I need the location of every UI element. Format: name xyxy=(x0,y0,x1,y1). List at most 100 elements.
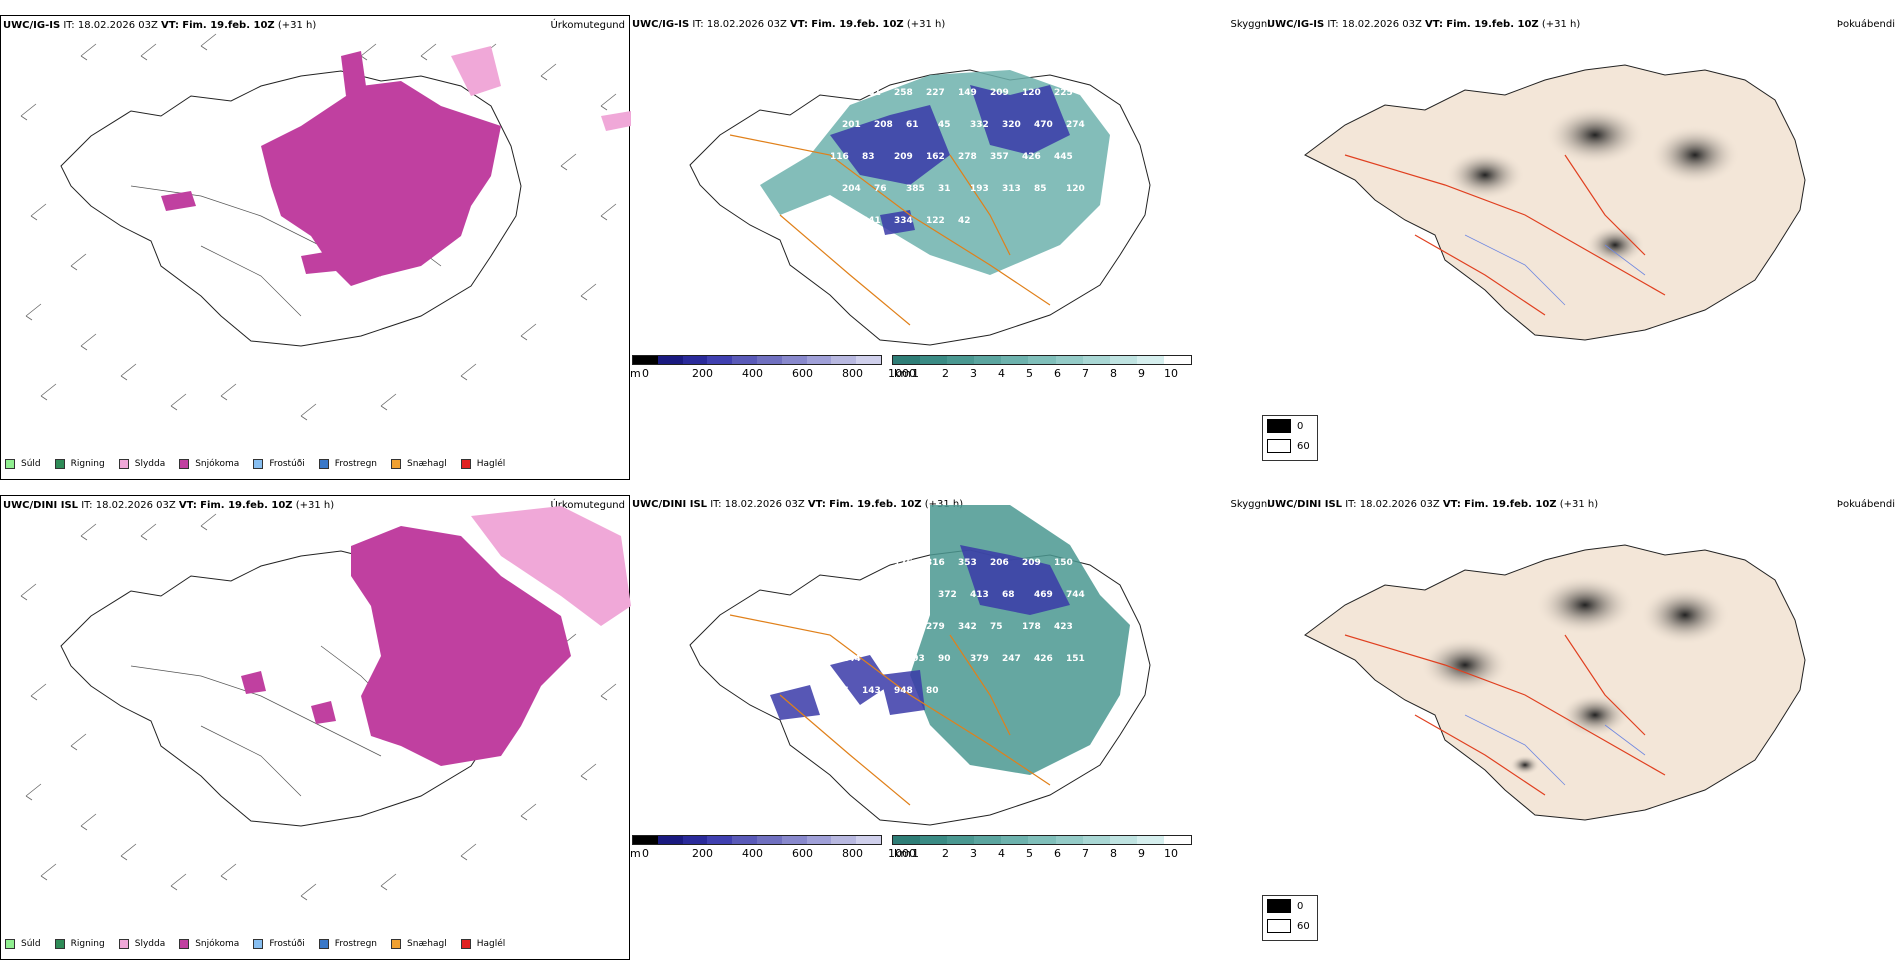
cloud-base-value: 353 xyxy=(958,558,977,568)
cloud-base-value: 313 xyxy=(1002,184,1021,194)
visibility-colorbar xyxy=(892,355,1192,365)
cloud-base-value: 162 xyxy=(926,152,945,162)
legend-item: Snæhagl xyxy=(391,939,447,949)
tick: 2 xyxy=(942,367,949,380)
cloud-base-value: 192 xyxy=(906,590,925,600)
cloud-base-value: 76 xyxy=(874,184,887,194)
tick: 8 xyxy=(1110,367,1117,380)
cloud-base-value: 68 xyxy=(1002,590,1015,600)
tick: 1000 xyxy=(888,847,916,860)
cloud-base-value: 332 xyxy=(970,120,989,130)
tick: 0 xyxy=(642,847,649,860)
fog-area xyxy=(1545,105,1645,165)
tick: 400 xyxy=(742,847,763,860)
cloud-base-value: 287 xyxy=(830,558,849,568)
fog-area xyxy=(1640,585,1730,645)
legend-item: Snæhagl xyxy=(391,459,447,469)
precip-map xyxy=(20,33,631,421)
rivers xyxy=(1464,234,1646,306)
cloud-base-value: 342 xyxy=(958,622,977,632)
panel-header: UWC/IG-IS IT: 18.02.2026 03Z VT: Fim. 19… xyxy=(3,20,316,31)
cloud-base-value: 149 xyxy=(958,88,977,98)
cloud-base-value: 120 xyxy=(1022,88,1041,98)
cloud-base-value: 201 xyxy=(842,120,861,130)
tick: 400 xyxy=(742,367,763,380)
cloud-base-value: 305 xyxy=(894,622,913,632)
tick: 3 xyxy=(970,367,977,380)
legend-item: Snjókoma xyxy=(179,459,239,469)
dewpoint-legend: 0 60 xyxy=(1262,895,1318,941)
cloud-base-value: 426 xyxy=(1034,654,1053,664)
roads xyxy=(1344,154,1666,316)
tick: 5 xyxy=(1026,367,1033,380)
cloud-base-value: 122 xyxy=(926,216,945,226)
legend-item: Slydda xyxy=(118,459,165,469)
snow-areas xyxy=(241,526,571,766)
cloud-base-value: 379 xyxy=(970,654,989,664)
cloud-panel-bottom: UWC/DINI ISL IT: 18.02.2026 03Z VT: Fim.… xyxy=(630,495,1318,960)
dewpoint-panel-bottom: UWC/DINI ISL IT: 18.02.2026 03Z VT: Fim.… xyxy=(1265,495,1895,960)
tick: 600 xyxy=(792,847,813,860)
panel-header: UWC/DINI ISL IT: 18.02.2026 03Z VT: Fim.… xyxy=(1267,499,1599,510)
cloud-base-value: 193 xyxy=(970,184,989,194)
vt-label: VT: xyxy=(161,20,180,31)
cloud-base-value: 45 xyxy=(938,120,951,130)
cloud-base-value: 178 xyxy=(1022,622,1041,632)
cloud-base-values: 283 231 258 227 149 209 120 225 201 208 61 45 332 320… xyxy=(830,88,1085,226)
fog-area xyxy=(1420,637,1510,693)
cloud-base-colorbar xyxy=(632,355,882,365)
iceland-outline xyxy=(1304,64,1806,341)
tick: 10 xyxy=(1164,847,1178,860)
cloud-base-unit: m xyxy=(630,847,641,860)
legend-item: Frostúði xyxy=(253,939,305,949)
legend-item: Frostregn xyxy=(318,459,377,469)
cloud-base-value: 278 xyxy=(958,152,977,162)
cloud-base-value: 225 xyxy=(1054,88,1073,98)
cloud-base-value: 426 xyxy=(1022,152,1041,162)
tick: 8 xyxy=(1110,847,1117,860)
panel-title: Þokuábendi xyxy=(1836,19,1895,30)
cloud-panel-top: UWC/IG-IS IT: 18.02.2026 03Z VT: Fim. 19… xyxy=(630,15,1318,480)
fog-area xyxy=(1585,225,1645,265)
tick: 7 xyxy=(1082,367,1089,380)
cloud-base-value: 150 xyxy=(1054,558,1073,568)
wind-barbs xyxy=(20,513,617,901)
cloud-base-value: 151 xyxy=(1066,654,1085,664)
cloud-base-value: 312 xyxy=(862,558,881,568)
tick: 1 xyxy=(912,367,919,380)
cloud-base-value: 413 xyxy=(970,590,989,600)
tick: 9 xyxy=(1138,367,1145,380)
cloud-base-colorbar xyxy=(632,835,882,845)
cloud-base-field xyxy=(830,85,1070,235)
fog-area xyxy=(1445,150,1525,200)
fog-area xyxy=(1560,693,1630,737)
precip-map xyxy=(20,506,631,901)
panel-title: Úrkomutegund xyxy=(550,20,625,31)
cloud-base-value: 31 xyxy=(938,184,951,194)
dewpoint-map xyxy=(1304,544,1806,821)
cloud-base-value: 334 xyxy=(894,216,913,226)
fog-area xyxy=(1510,755,1540,775)
cloud-base-value: 470 xyxy=(1034,120,1053,130)
sleet-areas xyxy=(451,46,631,131)
issue-time: IT: 18.02.2026 03Z xyxy=(60,20,162,31)
cloud-base-value: 372 xyxy=(938,590,957,600)
panel-header: UWC/DINI ISL IT: 18.02.2026 03Z VT: Fim.… xyxy=(632,499,964,510)
panel-title: Skyggni xyxy=(1230,499,1270,510)
cloud-base-value: 75 xyxy=(990,622,1003,632)
cloud-base-value: 209 xyxy=(894,152,913,162)
cloud-base-value: 279 xyxy=(926,622,945,632)
legend-item: Haglél xyxy=(460,459,505,469)
tick: 5 xyxy=(1026,847,1033,860)
cloud-base-value: 320 xyxy=(1002,120,1021,130)
dewpoint-panel-top: UWC/IG-IS IT: 18.02.2026 03Z VT: Fim. 19… xyxy=(1265,15,1895,480)
tick: 0 xyxy=(642,367,649,380)
cloud-base-value: 296 xyxy=(830,686,849,696)
cloud-base-value: 244 xyxy=(842,654,861,664)
tick: 800 xyxy=(842,847,863,860)
legend-item: Rigning xyxy=(54,459,105,469)
cloud-base-value: 143 xyxy=(862,686,881,696)
precip-legend: Súld Rigning Slydda Snjókoma Frostúði Fr… xyxy=(5,457,505,471)
tick: 800 xyxy=(842,367,863,380)
cloud-base-value: 209 xyxy=(1022,558,1041,568)
